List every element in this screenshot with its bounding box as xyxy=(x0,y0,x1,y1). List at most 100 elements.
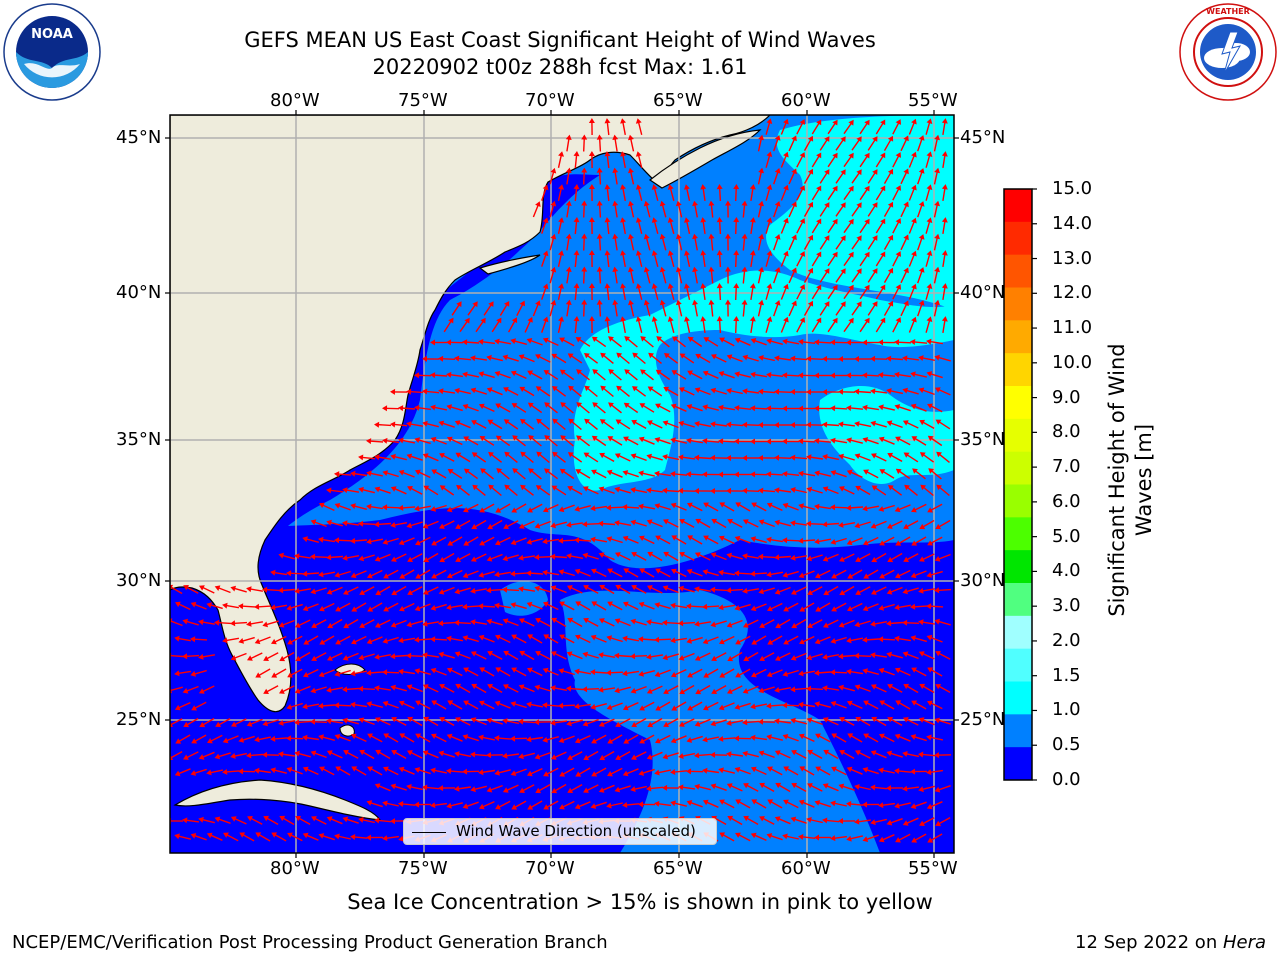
wind-arrow-head xyxy=(878,802,884,809)
wind-arrow-head xyxy=(382,669,388,676)
wind-arrow-head xyxy=(582,720,589,727)
wind-arrow xyxy=(819,237,829,250)
footer-date-text: 12 Sep 2022 on xyxy=(1075,932,1223,953)
wind-arrow xyxy=(521,520,535,528)
wind-arrow-head xyxy=(806,355,812,362)
wind-arrow-head xyxy=(478,572,484,578)
wind-arrow xyxy=(532,203,540,218)
wind-arrow xyxy=(702,252,706,268)
wind-arrow-head xyxy=(182,618,188,625)
wind-arrow-head xyxy=(632,352,639,359)
wind-arrow-head xyxy=(719,832,726,838)
colorbar-swatch xyxy=(1004,287,1032,321)
wind-arrow xyxy=(606,219,610,235)
wind-arrow-head xyxy=(550,299,557,306)
wind-arrow xyxy=(768,704,784,707)
wind-arrow xyxy=(833,636,847,643)
wind-arrow-head xyxy=(486,556,493,562)
wind-arrow xyxy=(248,753,264,757)
wind-arrow-head xyxy=(635,151,642,157)
wind-arrow-head xyxy=(870,684,877,690)
wind-arrow xyxy=(465,503,479,512)
wind-arrow xyxy=(529,538,543,543)
wind-arrow xyxy=(841,750,855,760)
wind-arrow xyxy=(425,586,439,594)
wind-arrow xyxy=(908,253,916,267)
wind-arrow-head xyxy=(726,552,732,559)
wind-arrow-head xyxy=(534,753,541,760)
wind-arrow-head xyxy=(278,587,284,594)
wind-arrow-head xyxy=(214,816,221,823)
wind-arrow-head xyxy=(887,168,894,175)
wind-arrow-head xyxy=(726,354,733,360)
wind-arrow-head xyxy=(536,418,542,425)
wind-arrow xyxy=(585,750,599,760)
wind-arrow-head xyxy=(662,753,669,760)
wind-arrow xyxy=(417,569,431,578)
wind-arrow-head xyxy=(495,403,502,409)
wind-arrow xyxy=(777,652,791,660)
wind-arrow-head xyxy=(326,554,332,561)
wind-arrow xyxy=(622,318,626,334)
wind-arrow xyxy=(777,751,791,759)
wind-arrow-head xyxy=(567,452,574,458)
wind-arrow xyxy=(553,783,567,793)
wind-arrow-head xyxy=(807,267,814,274)
wind-arrow-head xyxy=(830,372,835,379)
wind-arrow-head xyxy=(846,437,852,444)
wind-arrow xyxy=(441,653,455,659)
wind-arrow xyxy=(697,684,711,694)
wind-arrow xyxy=(757,203,763,218)
wind-arrow xyxy=(614,302,618,317)
wind-arrow xyxy=(681,456,695,460)
wind-arrow xyxy=(776,687,792,691)
wind-arrow xyxy=(385,734,399,743)
wind-arrow xyxy=(937,553,951,561)
wind-arrow xyxy=(765,286,771,300)
wind-arrow-head xyxy=(583,452,590,458)
wind-arrow-head xyxy=(494,769,500,776)
wind-arrow-head xyxy=(494,602,500,609)
colorbar-swatch xyxy=(1004,484,1032,518)
wind-arrow-head xyxy=(480,317,486,324)
wind-arrow-head xyxy=(246,752,252,759)
wind-arrow-head xyxy=(766,702,772,709)
wind-arrow xyxy=(737,668,751,677)
wind-arrow-head xyxy=(630,618,636,625)
wind-arrow xyxy=(601,619,615,627)
wind-arrow xyxy=(645,236,651,251)
wind-arrow xyxy=(677,269,683,284)
wind-arrow-head xyxy=(651,283,658,289)
wind-arrow-head xyxy=(798,470,804,477)
wind-arrow xyxy=(872,786,888,790)
wind-arrow xyxy=(583,203,585,218)
wind-arrow xyxy=(936,588,952,592)
wind-arrow-head xyxy=(527,370,534,376)
wind-arrow xyxy=(937,719,951,725)
wind-arrow-head xyxy=(446,768,452,774)
wind-arrow xyxy=(393,686,407,692)
wind-arrow xyxy=(465,636,479,643)
wind-arrow xyxy=(601,784,615,792)
wind-arrow xyxy=(657,536,671,545)
wind-arrow xyxy=(859,319,869,333)
wind-arrow-head xyxy=(422,355,427,362)
wind-arrow xyxy=(256,736,272,741)
wind-arrow-head xyxy=(622,470,629,476)
wind-arrow xyxy=(209,734,223,743)
wind-arrow xyxy=(329,652,343,660)
wind-arrow xyxy=(721,702,735,709)
wind-arrow-head xyxy=(319,605,325,612)
wind-arrow xyxy=(448,637,464,642)
wind-arrow xyxy=(864,406,880,411)
wind-arrow xyxy=(497,503,511,512)
wind-arrow-head xyxy=(700,217,707,223)
wind-arrow-head xyxy=(759,622,765,628)
wind-arrow-head xyxy=(911,316,917,323)
wind-arrow-head xyxy=(774,454,780,461)
wind-arrow xyxy=(905,421,919,429)
wind-arrow xyxy=(352,670,368,675)
wind-arrow xyxy=(554,453,566,463)
wind-arrow xyxy=(873,454,887,462)
